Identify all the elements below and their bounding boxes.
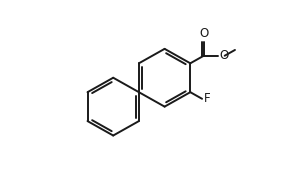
- Text: F: F: [203, 92, 210, 105]
- Text: O: O: [220, 49, 229, 62]
- Text: O: O: [199, 27, 208, 40]
